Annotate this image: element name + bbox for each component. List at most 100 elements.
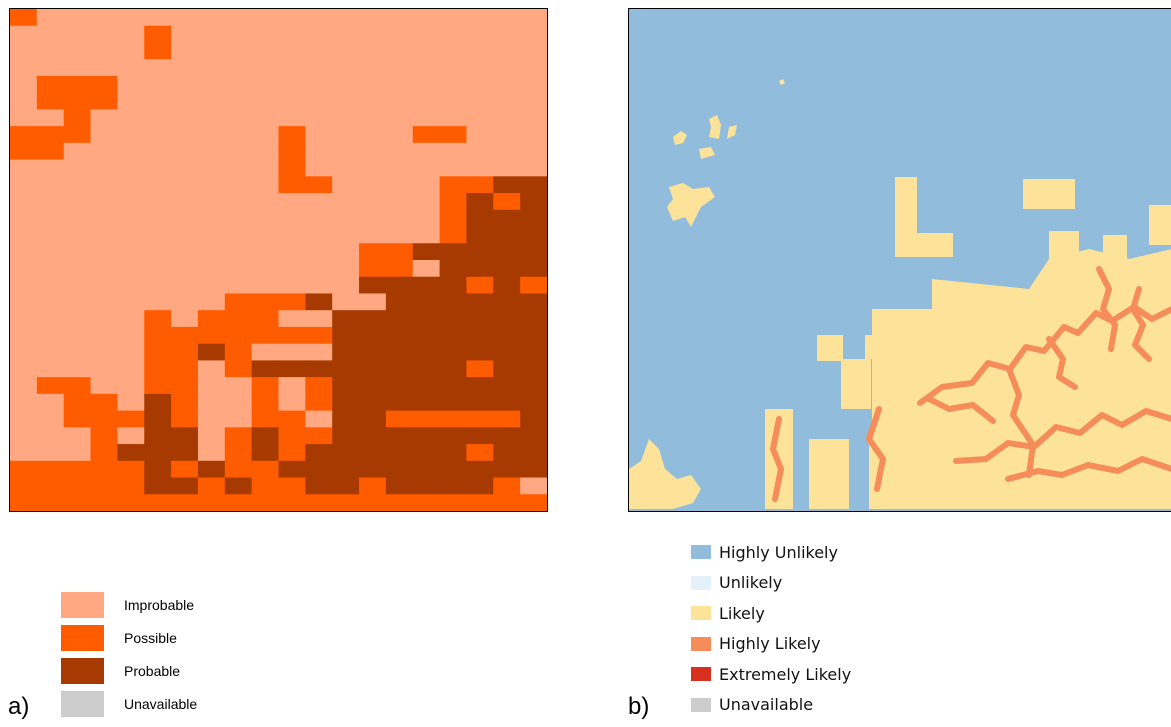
cell-probable xyxy=(412,276,441,294)
cell-improbable xyxy=(63,343,92,361)
cell-improbable xyxy=(171,42,199,60)
cell-probable xyxy=(385,460,414,479)
cell-possible xyxy=(493,477,521,495)
cell-improbable xyxy=(439,42,467,60)
cell-improbable xyxy=(412,42,441,60)
cell-improbable xyxy=(171,293,199,311)
cell-improbable xyxy=(493,25,521,43)
cell-improbable xyxy=(117,92,145,110)
cell-probable xyxy=(412,377,441,395)
cell-improbable xyxy=(359,92,387,110)
cell-improbable xyxy=(197,75,226,94)
cell-improbable xyxy=(332,226,360,244)
cell-probable xyxy=(144,393,172,412)
cell-improbable xyxy=(197,42,226,60)
cell-possible xyxy=(144,377,172,395)
cell-improbable xyxy=(144,75,172,94)
cell-improbable xyxy=(197,226,226,244)
cell-improbable xyxy=(197,176,226,194)
cell-improbable xyxy=(171,310,199,328)
cell-improbable xyxy=(305,42,333,60)
cell-improbable xyxy=(224,193,253,211)
cell-probable xyxy=(439,343,467,361)
cell-improbable xyxy=(251,92,279,110)
cell-improbable xyxy=(171,159,199,177)
legend-label: Unavailable xyxy=(124,695,198,712)
cell-improbable xyxy=(117,377,145,395)
cell-possible xyxy=(117,477,145,495)
cell-improbable xyxy=(359,9,387,27)
cell-improbable xyxy=(224,42,253,60)
legend-swatch xyxy=(691,606,711,621)
cell-improbable xyxy=(493,142,521,161)
cell-improbable xyxy=(412,25,441,43)
legend-label: Likely xyxy=(719,603,765,623)
cell-possible xyxy=(63,126,92,144)
cell-possible xyxy=(278,477,306,495)
cell-improbable xyxy=(385,176,414,194)
cell-possible xyxy=(36,494,65,511)
cell-improbable xyxy=(520,42,547,60)
cell-improbable xyxy=(10,260,38,278)
cell-possible xyxy=(466,410,494,428)
cell-improbable xyxy=(10,326,38,345)
cell-probable xyxy=(493,377,521,395)
cell-probable xyxy=(520,460,547,479)
cell-probable xyxy=(493,343,521,361)
cell-probable xyxy=(493,226,521,244)
cell-improbable xyxy=(117,326,145,345)
cell-probable xyxy=(412,243,441,261)
cell-improbable xyxy=(385,92,414,110)
cell-improbable xyxy=(412,142,441,161)
cell-improbable xyxy=(224,209,253,228)
cell-improbable xyxy=(10,176,38,194)
cell-improbable xyxy=(90,126,118,144)
cell-improbable xyxy=(63,9,92,27)
cell-improbable xyxy=(359,42,387,60)
cell-improbable xyxy=(197,159,226,177)
cell-improbable xyxy=(251,343,279,361)
cell-improbable xyxy=(385,75,414,94)
cell-improbable xyxy=(332,109,360,127)
cell-improbable xyxy=(278,393,306,412)
cell-possible xyxy=(10,477,38,495)
cell-probable xyxy=(412,360,441,378)
legend-swatch xyxy=(691,697,711,712)
cell-improbable xyxy=(63,25,92,43)
cell-improbable xyxy=(171,209,199,228)
cell-improbable xyxy=(90,276,118,294)
cell-improbable xyxy=(197,444,226,462)
cell-improbable xyxy=(171,142,199,161)
cell-improbable xyxy=(251,59,279,77)
cell-improbable xyxy=(36,243,65,261)
cell-improbable xyxy=(520,9,547,27)
cell-improbable xyxy=(171,92,199,110)
cell-improbable xyxy=(359,226,387,244)
cell-probable xyxy=(332,310,360,328)
cell-probable xyxy=(439,477,467,495)
cell-improbable xyxy=(171,193,199,211)
legend-item-highly-likely: Highly Likely xyxy=(691,629,851,660)
cell-possible xyxy=(117,494,145,511)
cell-probable xyxy=(359,410,387,428)
cell-improbable xyxy=(251,193,279,211)
cell-probable xyxy=(332,477,360,495)
cell-improbable xyxy=(493,109,521,127)
cell-improbable xyxy=(251,260,279,278)
cell-possible xyxy=(117,460,145,479)
cell-improbable xyxy=(412,159,441,177)
cell-improbable xyxy=(251,25,279,43)
cell-probable xyxy=(466,193,494,211)
cell-improbable xyxy=(10,393,38,412)
cell-possible xyxy=(171,460,199,479)
cell-possible xyxy=(466,360,494,378)
legend-item-improbable: Improbable xyxy=(61,588,197,621)
cell-improbable xyxy=(305,92,333,110)
legend-item-unlikely: Unlikely xyxy=(691,568,851,599)
cell-probable xyxy=(359,310,387,328)
cell-improbable xyxy=(332,209,360,228)
cell-improbable xyxy=(251,109,279,127)
cell-improbable xyxy=(63,193,92,211)
cell-improbable xyxy=(117,59,145,77)
cell-possible xyxy=(439,494,467,511)
